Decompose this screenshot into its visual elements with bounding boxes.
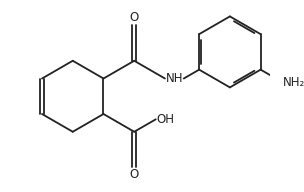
Text: O: O: [130, 168, 139, 181]
Text: OH: OH: [156, 113, 174, 126]
Text: O: O: [130, 11, 139, 24]
Text: NH₂: NH₂: [283, 76, 304, 89]
Text: NH: NH: [165, 72, 183, 85]
